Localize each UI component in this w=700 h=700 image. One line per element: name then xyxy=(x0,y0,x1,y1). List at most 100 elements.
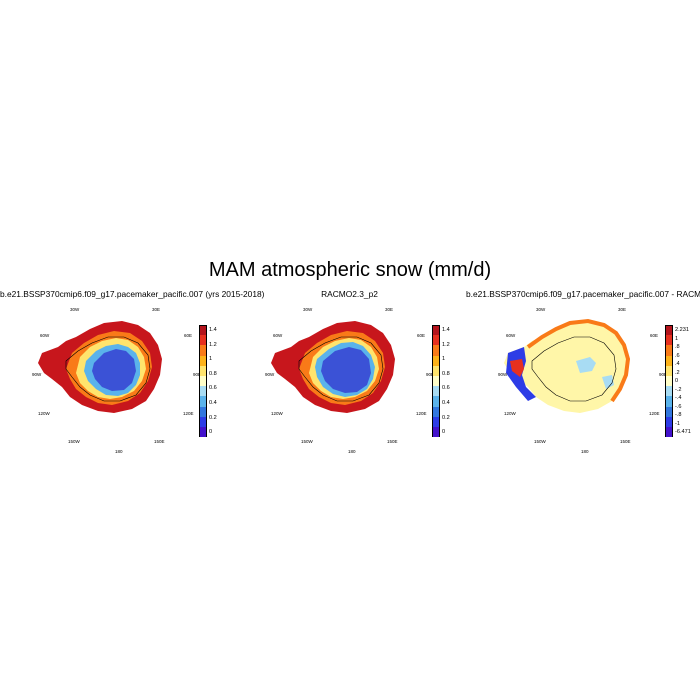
lon-label: 60W xyxy=(506,333,516,338)
lon-label: 30E xyxy=(385,307,394,312)
colorbar-tick-label: 0.8 xyxy=(209,370,217,377)
lon-label: 120W xyxy=(504,411,516,416)
map-coastline xyxy=(298,336,384,402)
lon-label: 90E xyxy=(426,372,435,377)
map-diff-patch xyxy=(602,375,614,389)
map-panel-difference: b.e21.BSSP370cmip6.f09_g17.pacemaker_pac… xyxy=(466,289,700,454)
colorbar-tick-label: 1.2 xyxy=(442,341,450,348)
lon-label: 90W xyxy=(32,372,42,377)
colorbar-swatch xyxy=(199,335,207,346)
colorbar-tick-label: .8 xyxy=(675,344,680,351)
colorbar-tick-label: 0 xyxy=(209,429,213,436)
lon-label: 60W xyxy=(273,333,283,338)
colorbar-swatch xyxy=(432,365,440,376)
lon-label: 30W xyxy=(536,307,546,312)
map-zone-interior xyxy=(321,347,371,393)
colorbar-tick-label: 0.4 xyxy=(442,399,450,406)
colorbar-tick-label: .4 xyxy=(675,361,680,368)
lon-label: 90W xyxy=(498,372,508,377)
colorbar: 1.4 1.2 1 0.8 0.6 0.4 0.2 0 xyxy=(432,325,450,438)
colorbar-swatch xyxy=(432,345,440,356)
colorbar: 1.4 1.2 1 0.8 0.6 0.4 0.2 0 xyxy=(199,325,217,438)
colorbar-tick-label: 1.4 xyxy=(442,327,450,334)
colorbar-swatch xyxy=(665,416,673,427)
colorbar-swatch xyxy=(199,386,207,397)
lon-label: 30W xyxy=(70,307,80,312)
colorbar-tick-label: 0.2 xyxy=(209,414,217,421)
lon-label: 60E xyxy=(417,333,426,338)
lon-label: 90E xyxy=(659,372,668,377)
colorbar-swatch xyxy=(665,396,673,407)
colorbar-swatch xyxy=(199,365,207,376)
lon-label: 120W xyxy=(38,411,50,416)
colorbar-swatch xyxy=(665,335,673,346)
colorbar-tick-label: 1.2 xyxy=(209,341,217,348)
lon-label: 60W xyxy=(40,333,50,338)
colorbar-swatch xyxy=(665,365,673,376)
antarctica-map xyxy=(504,318,631,413)
colorbar-tick-label: 1 xyxy=(675,335,679,342)
figure-title: MAM atmospheric snow (mm/d) xyxy=(208,259,492,281)
colorbar-tick-label: -.2 xyxy=(675,386,682,393)
colorbar-swatch xyxy=(199,375,207,387)
panel-title: b.e21.BSSP370cmip6.f09_g17.pacemaker_pac… xyxy=(466,289,700,299)
lon-label: 30W xyxy=(303,307,313,312)
lon-label: 150E xyxy=(154,439,165,444)
colorbar-tick-label: 0.6 xyxy=(442,385,450,392)
colorbar-swatch xyxy=(665,426,673,438)
colorbar-tick-label: -1 xyxy=(675,420,680,427)
colorbar-swatch xyxy=(432,396,440,407)
colorbar-swatch xyxy=(665,325,673,336)
colorbar-swatch xyxy=(199,355,207,366)
colorbar-tick-label: -.6 xyxy=(675,403,682,410)
colorbar-tick-label: .2 xyxy=(675,369,680,376)
colorbar-swatch xyxy=(665,345,673,356)
colorbar-tick-label: 1 xyxy=(442,356,446,363)
colorbar-tick-label: 1 xyxy=(209,356,213,363)
colorbar-tick-label: 2.231 xyxy=(675,327,689,334)
map-coastline xyxy=(531,336,617,402)
colorbar-tick-label: 0 xyxy=(442,429,446,436)
colorbar-swatch xyxy=(665,375,673,387)
map-diff-rim xyxy=(526,318,631,403)
lon-label: 120E xyxy=(649,411,660,416)
colorbar-tick-label: 0.4 xyxy=(209,399,217,406)
map-zone-interior xyxy=(92,349,136,391)
lon-label: 60E xyxy=(184,333,193,338)
colorbar-tick-label: 1.4 xyxy=(209,327,217,334)
lon-label: 150W xyxy=(68,439,80,444)
lon-label: 120W xyxy=(271,411,283,416)
colorbar-tick-label: -.4 xyxy=(675,395,682,402)
lon-label: 30E xyxy=(152,307,161,312)
lon-label: 180 xyxy=(348,449,356,454)
map-panel-model: b.e21.BSSP370cmip6.f09_g17.pacemaker_pac… xyxy=(0,289,265,454)
map-coastline xyxy=(65,336,151,402)
colorbar-swatch xyxy=(432,406,440,417)
colorbar-swatch xyxy=(199,325,207,336)
colorbar-tick-label: 0 xyxy=(675,378,679,385)
lon-label: 180 xyxy=(581,449,589,454)
colorbar-tick-label: -.8 xyxy=(675,412,682,419)
colorbar-swatch xyxy=(665,386,673,397)
colorbar-swatch xyxy=(199,406,207,417)
colorbar-swatch xyxy=(432,335,440,346)
colorbar: 2.231 1 .8.6 .4.2 0 -.2 -.4 -.6 -.8 -1 -6.471 xyxy=(665,325,691,438)
colorbar-tick-label: -6.471 xyxy=(675,429,691,436)
panel-title: b.e21.BSSP370cmip6.f09_g17.pacemaker_pac… xyxy=(0,289,265,299)
map-diff-patch xyxy=(576,357,596,373)
antarctica-map xyxy=(38,321,162,413)
panel-title: RACMO2.3_p2 xyxy=(321,289,378,299)
antarctica-map xyxy=(271,321,395,413)
lon-label: 180 xyxy=(115,449,123,454)
lon-label: 30E xyxy=(618,307,627,312)
colorbar-swatch xyxy=(199,396,207,407)
colorbar-swatch xyxy=(199,426,207,438)
lon-label: 90E xyxy=(193,372,202,377)
lon-label: 60E xyxy=(650,333,659,338)
colorbar-tick-label: 0.2 xyxy=(442,414,450,421)
colorbar-tick-label: 0.6 xyxy=(209,385,217,392)
colorbar-swatch xyxy=(432,325,440,336)
colorbar-swatch xyxy=(199,416,207,427)
lon-label: 120E xyxy=(183,411,194,416)
map-diff-west-red xyxy=(510,359,524,377)
